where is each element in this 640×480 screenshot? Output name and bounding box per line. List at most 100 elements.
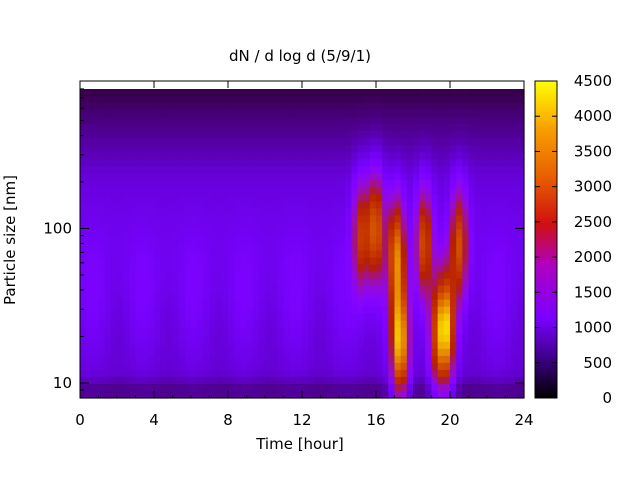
heatmap-cell bbox=[104, 299, 112, 308]
heatmap-cell bbox=[517, 334, 525, 343]
heatmap-cell bbox=[203, 243, 211, 252]
heatmap-cell bbox=[135, 362, 143, 371]
heatmap-cell bbox=[493, 236, 500, 245]
heatmap-cell bbox=[104, 327, 112, 336]
heatmap-cell bbox=[172, 243, 180, 252]
heatmap-cell bbox=[234, 131, 241, 139]
heatmap-cell bbox=[104, 187, 112, 195]
heatmap-cell bbox=[308, 208, 315, 217]
heatmap-cell bbox=[117, 194, 124, 202]
heatmap-cell bbox=[468, 264, 476, 273]
heatmap-cell bbox=[351, 257, 359, 266]
heatmap-cell bbox=[147, 341, 155, 350]
heatmap-cell bbox=[277, 299, 285, 308]
heatmap-cell bbox=[456, 229, 463, 238]
heatmap-cell bbox=[160, 327, 167, 336]
heatmap-cell bbox=[419, 194, 426, 202]
heatmap-cell bbox=[240, 180, 248, 188]
heatmap-cell bbox=[277, 320, 285, 329]
heatmap-cell bbox=[295, 320, 303, 329]
heatmap-cell bbox=[406, 376, 414, 385]
heatmap-cell bbox=[252, 180, 260, 188]
heatmap-cell bbox=[110, 152, 118, 160]
heatmap-cell bbox=[487, 131, 494, 139]
heatmap-cell bbox=[283, 222, 291, 231]
heatmap-cell bbox=[295, 334, 303, 343]
heatmap-cell bbox=[406, 278, 414, 287]
heatmap-cell bbox=[425, 138, 433, 146]
heatmap-cell bbox=[80, 264, 87, 273]
heatmap-cell bbox=[431, 180, 439, 188]
heatmap-cell bbox=[320, 348, 328, 357]
heatmap-cell bbox=[487, 278, 494, 287]
heatmap-cell bbox=[339, 355, 346, 364]
heatmap-cell bbox=[419, 257, 426, 266]
heatmap-cell bbox=[110, 292, 118, 301]
heatmap-cell bbox=[80, 376, 87, 385]
heatmap-cell bbox=[289, 264, 297, 273]
heatmap-cell bbox=[295, 173, 303, 181]
heatmap-cell bbox=[234, 250, 241, 259]
heatmap-cell bbox=[271, 159, 278, 167]
heatmap-cell bbox=[493, 194, 500, 202]
heatmap-cell bbox=[369, 257, 377, 266]
heatmap-cell bbox=[369, 285, 377, 294]
heatmap-cell bbox=[400, 222, 408, 231]
heatmap-cell bbox=[160, 117, 167, 125]
heatmap-cell bbox=[320, 159, 328, 167]
heatmap-cell bbox=[178, 257, 186, 266]
heatmap-cell bbox=[283, 292, 291, 301]
heatmap-cell bbox=[129, 208, 137, 217]
heatmap-cell bbox=[369, 320, 377, 329]
heatmap-cell bbox=[388, 229, 396, 238]
heatmap-cell bbox=[320, 243, 328, 252]
heatmap-cell bbox=[178, 159, 186, 167]
heatmap-cell bbox=[400, 124, 408, 132]
heatmap-cell bbox=[456, 103, 463, 111]
heatmap-cell bbox=[147, 383, 155, 392]
heatmap-cell bbox=[209, 341, 217, 350]
heatmap-cell bbox=[369, 376, 377, 385]
heatmap-cell bbox=[215, 201, 223, 209]
heatmap-cell bbox=[357, 320, 365, 329]
heatmap-cell bbox=[80, 208, 87, 217]
heatmap-cell bbox=[394, 152, 402, 160]
heatmap-cell bbox=[147, 201, 155, 209]
heatmap-cell bbox=[92, 320, 100, 329]
heatmap-cell bbox=[443, 187, 451, 195]
heatmap-cell bbox=[376, 271, 383, 280]
heatmap-cell bbox=[184, 117, 192, 125]
heatmap-cell bbox=[413, 306, 420, 315]
heatmap-cell bbox=[388, 271, 396, 280]
heatmap-cell bbox=[147, 250, 155, 259]
heatmap-cell bbox=[117, 201, 124, 209]
heatmap-cell bbox=[154, 341, 161, 350]
heatmap-cell bbox=[443, 166, 451, 174]
heatmap-cell bbox=[228, 348, 235, 357]
heatmap-cell bbox=[129, 180, 137, 188]
heatmap-cell bbox=[425, 369, 433, 378]
heatmap-cell bbox=[499, 229, 507, 238]
heatmap-cell bbox=[234, 362, 241, 371]
heatmap-cell bbox=[332, 383, 340, 392]
heatmap-cell bbox=[129, 264, 137, 273]
heatmap-cell bbox=[80, 327, 87, 336]
heatmap-cell bbox=[493, 327, 500, 336]
heatmap-cell bbox=[197, 110, 204, 118]
heatmap-cell bbox=[363, 215, 371, 224]
heatmap-cell bbox=[197, 306, 204, 315]
heatmap-cell bbox=[135, 348, 143, 357]
heatmap-cell bbox=[345, 103, 352, 111]
heatmap-cell bbox=[388, 341, 396, 350]
heatmap-cell bbox=[166, 257, 174, 266]
heatmap-cell bbox=[295, 292, 303, 301]
heatmap-cell bbox=[413, 110, 420, 118]
heatmap-cell bbox=[511, 320, 519, 329]
heatmap-cell bbox=[388, 257, 396, 266]
heatmap-cell bbox=[252, 222, 260, 231]
heatmap-cell bbox=[246, 152, 254, 160]
heatmap-cell bbox=[123, 355, 130, 364]
heatmap-cell bbox=[326, 306, 334, 315]
heatmap-cell bbox=[271, 215, 278, 224]
heatmap-cell bbox=[357, 362, 365, 371]
